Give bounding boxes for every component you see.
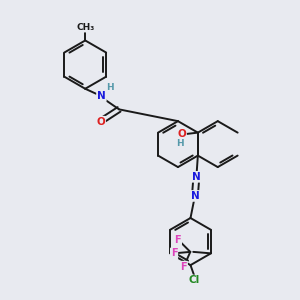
Text: O: O — [177, 129, 186, 139]
Text: H: H — [106, 83, 113, 92]
Text: O: O — [97, 117, 105, 127]
Text: F: F — [181, 262, 187, 272]
Text: F: F — [171, 248, 177, 258]
Text: H: H — [176, 139, 184, 148]
Text: F: F — [175, 235, 181, 244]
Text: N: N — [192, 172, 201, 182]
Text: Cl: Cl — [188, 275, 200, 285]
Text: CH₃: CH₃ — [76, 23, 94, 32]
Text: N: N — [97, 91, 106, 101]
Text: N: N — [190, 191, 199, 201]
